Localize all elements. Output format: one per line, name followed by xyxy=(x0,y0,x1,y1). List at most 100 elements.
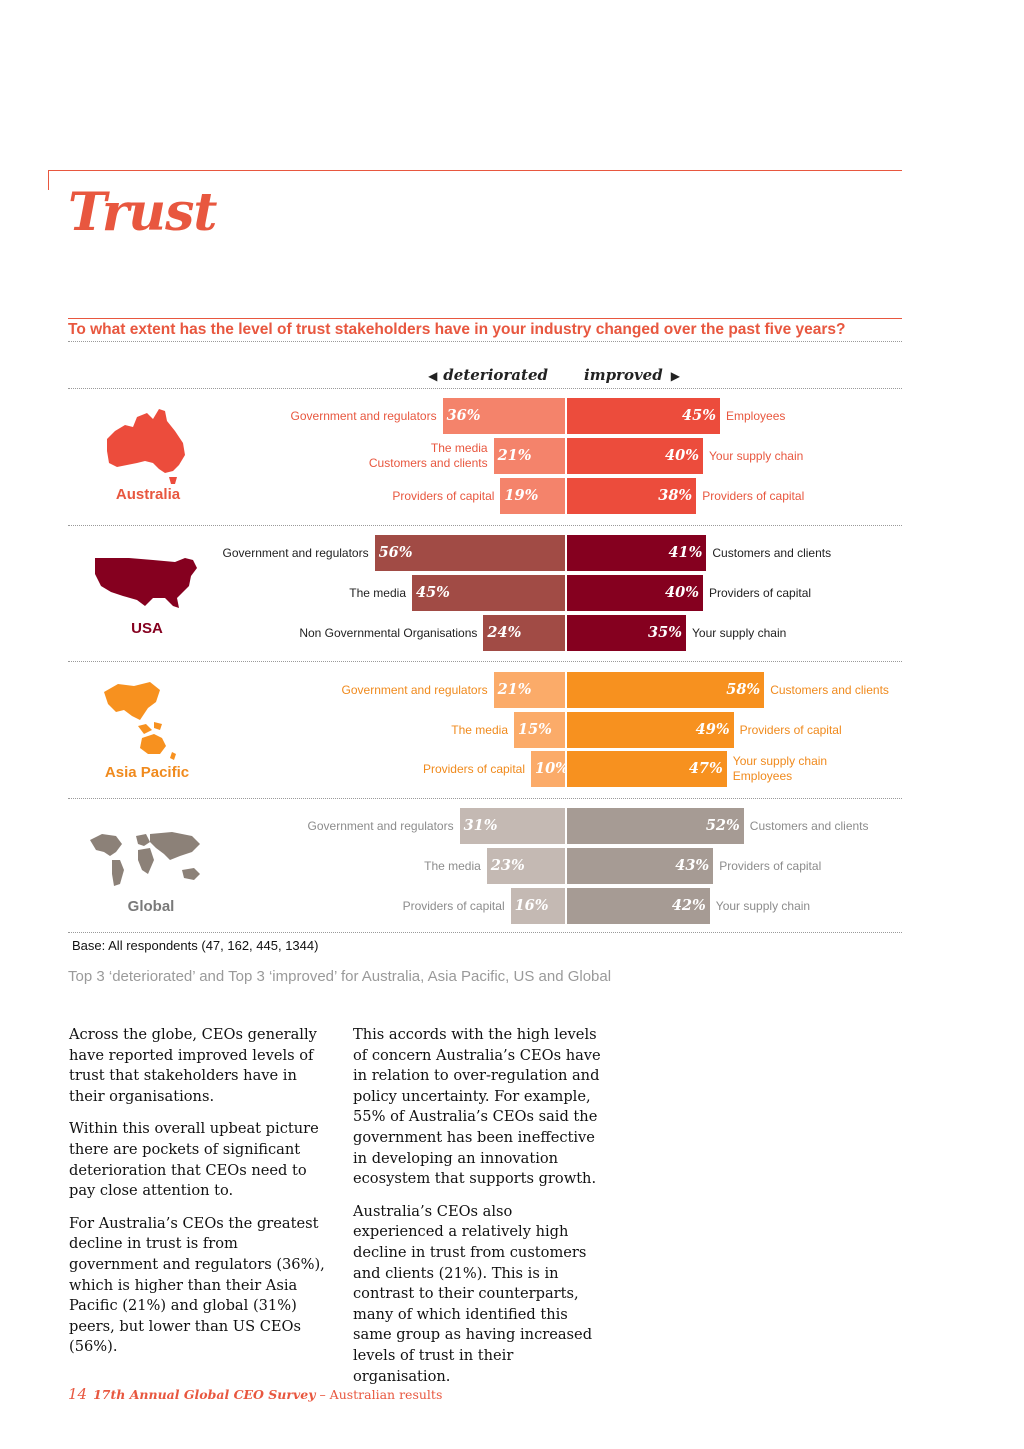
bar-value: 16% xyxy=(514,897,549,914)
bar-deteriorated-usa xyxy=(483,615,565,651)
body-column-2: This accords with the high levels of con… xyxy=(353,1025,607,1399)
bar-value: 35% xyxy=(648,624,682,641)
bar-deteriorated-asia-pacific xyxy=(531,751,565,787)
bar-value: 47% xyxy=(688,760,723,777)
bar-deteriorated-asia-pacific xyxy=(514,712,565,748)
top-rule-tick xyxy=(48,170,49,190)
australia-map-icon xyxy=(107,409,185,484)
category-label: Customers and clients xyxy=(712,545,832,560)
category-label: Government and regulators xyxy=(341,682,488,697)
bar-value: 40% xyxy=(665,584,699,601)
body-paragraph: Across the globe, CEOs generally have re… xyxy=(69,1026,317,1105)
category-label: Your supply chain Employees xyxy=(732,754,828,783)
bar-deteriorated-australia xyxy=(500,478,565,514)
region-label-global: Global xyxy=(127,898,175,915)
usa-map-icon xyxy=(95,558,197,608)
bar-improved-australia xyxy=(567,438,703,474)
category-label: The media xyxy=(349,585,406,600)
deteriorated-header: ◀ deteriorated xyxy=(428,366,548,384)
category-label: Your supply chain xyxy=(715,898,811,913)
body-paragraph: Australia’s CEOs also experienced a rela… xyxy=(353,1202,593,1385)
bar-value: 52% xyxy=(705,817,740,834)
survey-question: To what extent has the level of trust st… xyxy=(68,321,846,338)
chart-bottom-rule xyxy=(68,932,902,933)
category-label: Providers of capital xyxy=(392,488,495,503)
category-label: Non Governmental Organisations xyxy=(299,625,478,640)
category-label: Customers and clients xyxy=(749,818,869,833)
category-label: Customers and clients xyxy=(770,682,889,697)
body-paragraph: Within this overall upbeat picture there… xyxy=(69,1120,319,1200)
bar-value: 56% xyxy=(378,544,413,561)
category-label: Government and regulators xyxy=(222,545,369,560)
category-label: Providers of capital xyxy=(709,585,812,600)
arrow-left-icon: ◀ xyxy=(428,369,438,383)
bar-improved-asia-pacific xyxy=(567,672,765,708)
bar-improved-global xyxy=(567,888,710,924)
category-label: The media Customers and clients xyxy=(368,441,488,470)
bar-deteriorated-global xyxy=(486,848,565,884)
category-label: Your supply chain xyxy=(709,448,804,463)
bar-value: 31% xyxy=(463,817,498,834)
bar-value: 49% xyxy=(695,721,730,738)
category-label: Providers of capital xyxy=(422,761,525,776)
bar-value: 45% xyxy=(682,407,716,424)
bar-value: 41% xyxy=(668,544,703,561)
region-label-usa: USA xyxy=(131,620,163,637)
region-label-asia-pacific: Asia Pacific xyxy=(104,764,190,781)
bar-improved-australia xyxy=(567,478,697,514)
top-rule xyxy=(48,170,902,171)
publication-suffix: – Australian results xyxy=(315,1387,443,1402)
category-label: Providers of capital xyxy=(719,858,822,873)
page-number: 14 xyxy=(68,1385,88,1403)
category-label: The media xyxy=(451,722,508,737)
publication-title: 17th Annual Global CEO Survey xyxy=(93,1387,316,1402)
category-label: Providers of capital xyxy=(402,898,505,913)
bar-improved-asia-pacific xyxy=(567,751,727,787)
divider-asia-pacific-global xyxy=(68,798,902,799)
bar-improved-usa xyxy=(567,575,703,611)
bar-deteriorated-australia xyxy=(442,398,565,434)
page-footer: 14 17th Annual Global CEO Survey – Austra… xyxy=(68,1385,442,1403)
bar-improved-asia-pacific xyxy=(567,712,734,748)
body-paragraph: This accords with the high levels of con… xyxy=(353,1026,601,1188)
bar-value: 58% xyxy=(726,681,761,698)
bar-value: 19% xyxy=(504,487,539,504)
page-title: Trust xyxy=(68,182,217,243)
bar-improved-australia xyxy=(567,398,720,434)
body-paragraph: For Australia’s CEOs the greatest declin… xyxy=(69,1214,325,1356)
region-label-australia: Australia xyxy=(115,486,181,503)
bar-improved-global xyxy=(567,848,714,884)
chart-caption: Top 3 ‘deteriorated’ and Top 3 ‘improved… xyxy=(68,968,612,985)
header-dotted-rule xyxy=(68,388,902,389)
bar-deteriorated-asia-pacific xyxy=(493,672,565,708)
trust-chart xyxy=(0,0,1,1)
world-map-icon xyxy=(90,832,200,886)
bar-deteriorated-australia xyxy=(493,438,565,474)
bar-value: 38% xyxy=(658,487,693,504)
bar-value: 21% xyxy=(497,447,532,464)
body-column-1: Across the globe, CEOs generally have re… xyxy=(69,1025,331,1370)
arrow-right-icon: ▶ xyxy=(670,369,680,383)
bar-value: 21% xyxy=(497,681,532,698)
bar-value: 10% xyxy=(535,760,569,777)
category-label: Employees xyxy=(726,408,786,423)
bar-value: 24% xyxy=(487,624,522,641)
bar-value: 42% xyxy=(671,897,706,914)
bar-value: 36% xyxy=(446,407,481,424)
category-label: Government and regulators xyxy=(307,818,454,833)
base-note: Base: All respondents (47, 162, 445, 134… xyxy=(72,938,319,953)
category-label: Government and regulators xyxy=(290,408,437,423)
bar-deteriorated-global xyxy=(459,808,565,844)
bar-value: 40% xyxy=(665,447,699,464)
category-label: Your supply chain xyxy=(692,625,787,640)
bar-improved-global xyxy=(567,808,744,844)
bar-value: 15% xyxy=(518,721,552,738)
category-label: Providers of capital xyxy=(702,488,805,503)
bar-improved-usa xyxy=(567,535,707,571)
bar-deteriorated-usa xyxy=(412,575,565,611)
improved-header: improved ▶ xyxy=(584,366,680,384)
category-label: Providers of capital xyxy=(739,722,842,737)
bar-value: 45% xyxy=(416,584,450,601)
divider-australia-usa xyxy=(68,525,902,526)
asia-pacific-map-icon xyxy=(104,682,176,760)
